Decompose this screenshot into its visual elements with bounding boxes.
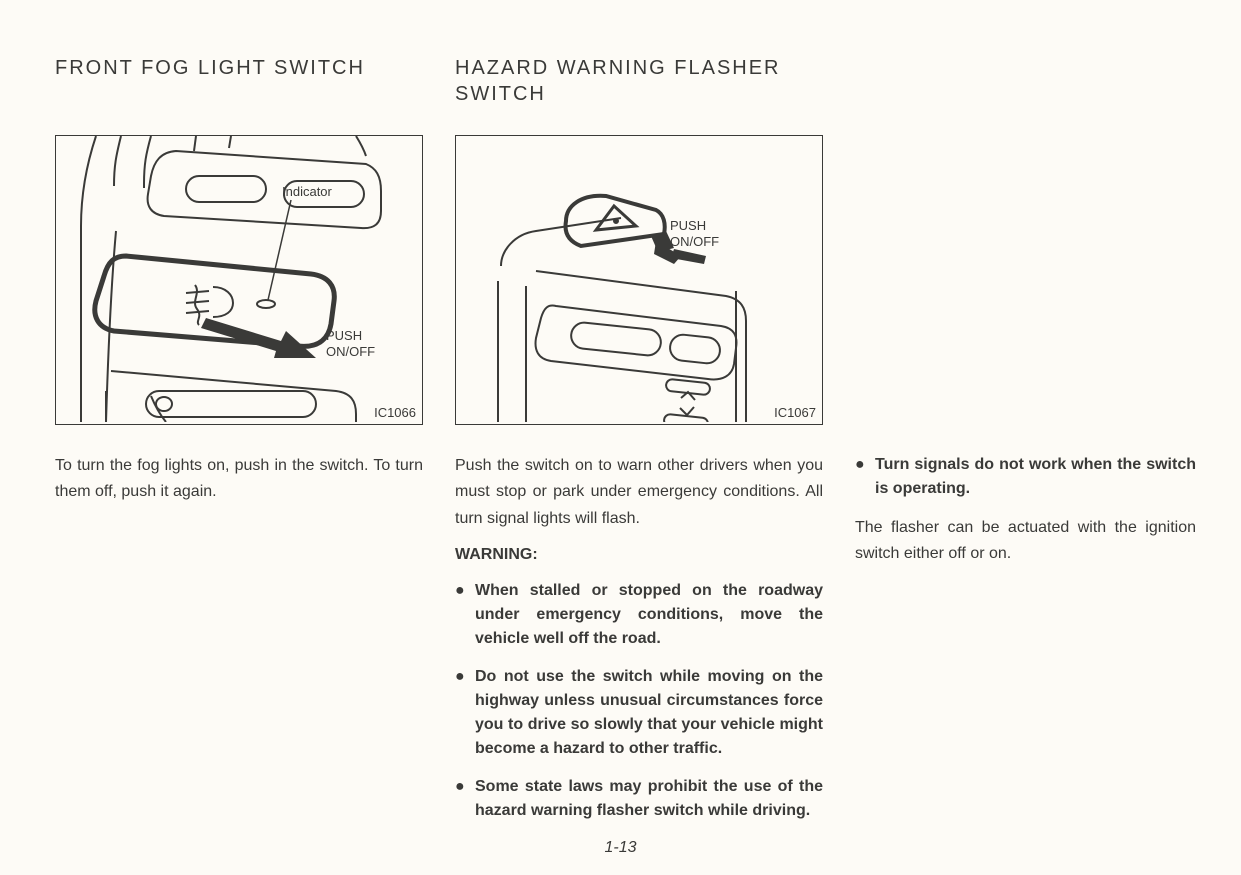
col3-bullet-item: Turn signals do not work when the switch… (855, 453, 1196, 501)
label-hazard-push1: PUSH (670, 218, 706, 234)
body-fog-light: To turn the fog lights on, push in the s… (55, 453, 423, 506)
col3-bullets: Turn signals do not work when the switch… (855, 453, 1196, 501)
heading-empty (855, 55, 1196, 107)
heading-hazard: HAZARD WARNING FLASHER SWITCH (455, 55, 823, 107)
warning-item: When stalled or stopped on the roadway u… (455, 579, 823, 651)
column-3: Turn signals do not work when the switch… (855, 55, 1196, 837)
body-hazard: Push the switch on to warn other drivers… (455, 453, 823, 823)
figure-code-2: IC1067 (774, 405, 816, 420)
figure-spacer (855, 135, 1196, 425)
hazard-illustration (456, 136, 822, 422)
column-2: HAZARD WARNING FLASHER SWITCH (455, 55, 823, 837)
figure-hazard: PUSH ON/OFF IC1067 (455, 135, 823, 425)
warning-item: Some state laws may prohibit the use of … (455, 775, 823, 823)
heading-fog-light: FRONT FOG LIGHT SWITCH (55, 55, 423, 107)
label-indicator: Indicator (282, 184, 332, 200)
label-push-line2: ON/OFF (326, 344, 375, 360)
body-col3: Turn signals do not work when the switch… (855, 453, 1196, 568)
label-hazard-push2: ON/OFF (670, 234, 719, 250)
warning-item: Do not use the switch while moving on th… (455, 665, 823, 761)
label-push-line1: PUSH (326, 328, 362, 344)
page-number: 1-13 (604, 839, 636, 857)
fog-light-illustration (56, 136, 422, 422)
column-1: FRONT FOG LIGHT SWITCH (55, 55, 423, 837)
figure-fog-light: Indicator PUSH ON/OFF IC1066 (55, 135, 423, 425)
figure-code-1: IC1066 (374, 405, 416, 420)
warning-list: When stalled or stopped on the roadway u… (455, 579, 823, 823)
warning-heading: WARNING: (455, 542, 823, 568)
